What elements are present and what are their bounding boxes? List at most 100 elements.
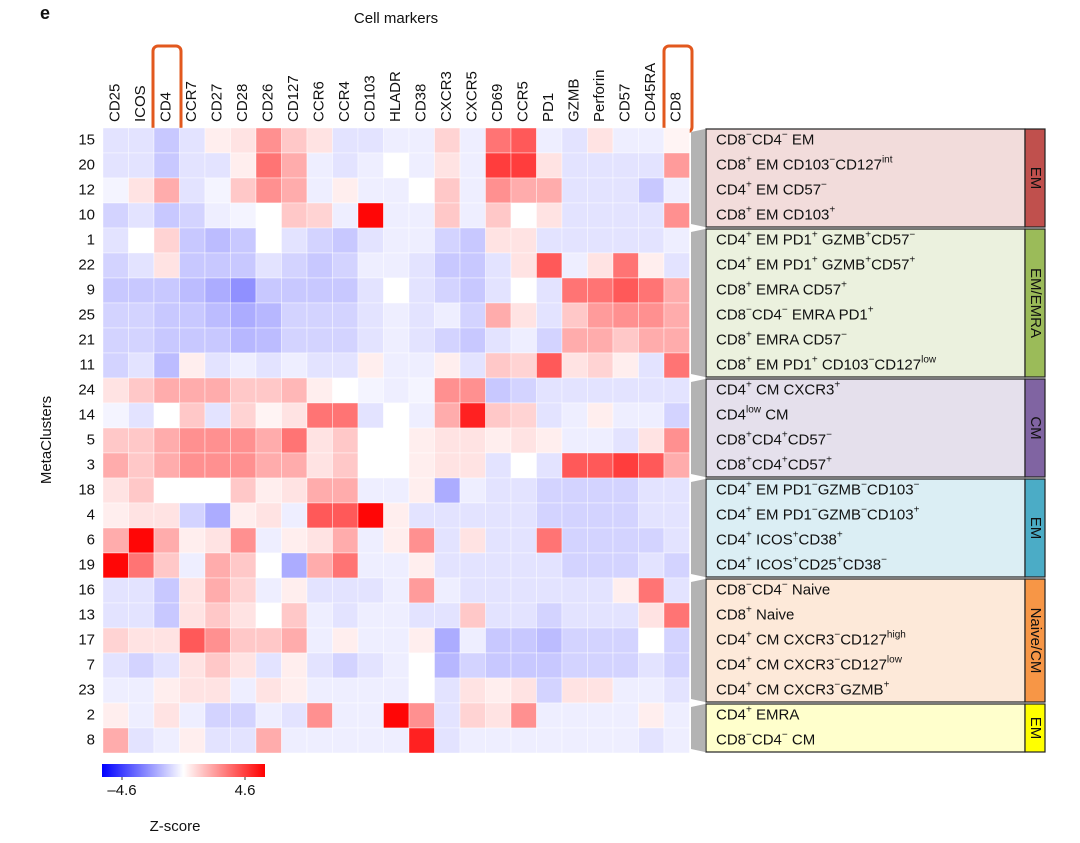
heatmap-cell [102, 552, 129, 579]
superscript: − [914, 479, 920, 490]
heatmap-cell [255, 702, 282, 729]
superscript: − [861, 479, 867, 490]
heatmap-cell [663, 552, 690, 579]
heatmap-cell [281, 577, 308, 604]
label-text: CD4 [716, 256, 746, 273]
heatmap-cell [332, 227, 359, 254]
heatmap-cell [128, 477, 155, 504]
heatmap-cell [485, 302, 512, 329]
heatmap-cell [561, 427, 588, 454]
heatmap-cell [561, 127, 588, 154]
superscript: + [865, 229, 871, 240]
heatmap-cell [612, 427, 639, 454]
heatmap-cell [561, 677, 588, 704]
heatmap-cell [510, 227, 537, 254]
label-text: CD4 [716, 506, 746, 523]
superscript: + [746, 279, 752, 290]
heatmap-cell [383, 277, 410, 304]
heatmap-cell [434, 727, 461, 754]
heatmap-cell [179, 552, 206, 579]
heatmap-cell [153, 727, 180, 754]
heatmap-cell [536, 677, 563, 704]
superscript: + [746, 179, 752, 190]
heatmap-cell [587, 677, 614, 704]
heatmap-cell [255, 327, 282, 354]
heatmap-cell [230, 502, 257, 529]
heatmap-cell [332, 602, 359, 629]
colorbar-tick-label: 4.6 [235, 782, 256, 799]
superscript: − [834, 679, 840, 690]
label-text: CD4 [716, 631, 746, 648]
heatmap-cell [434, 652, 461, 679]
label-text: CD8 [716, 331, 746, 348]
heatmap-cell [485, 477, 512, 504]
heatmap-cell [663, 177, 690, 204]
heatmap-cell [459, 602, 486, 629]
heatmap-cell [459, 652, 486, 679]
heatmap-cell [128, 177, 155, 204]
heatmap-cell [459, 452, 486, 479]
heatmap-cell [332, 452, 359, 479]
heatmap-cell [536, 327, 563, 354]
heatmap-cell [587, 302, 614, 329]
heatmap-cell [561, 577, 588, 604]
column-label: Perforin [591, 69, 608, 122]
row-label: 21 [78, 331, 95, 348]
group-connector [691, 229, 705, 377]
heatmap-cell [255, 302, 282, 329]
heatmap-cell [153, 552, 180, 579]
label-text: ICOS [752, 531, 793, 548]
heatmap-cell [408, 277, 435, 304]
heatmap-cell [230, 202, 257, 229]
cluster-label: CD4+​ CM CXCR3−​GZMB+​ [716, 679, 890, 698]
heatmap-cell [663, 302, 690, 329]
heatmap-cell [485, 652, 512, 679]
heatmap-cell [536, 652, 563, 679]
row-label: 5 [87, 431, 95, 448]
heatmap-cell [408, 427, 435, 454]
heatmap-cell [306, 152, 333, 179]
label-text: EMRA CD57 [752, 331, 841, 348]
heatmap-cell [332, 627, 359, 654]
heatmap-cell [102, 177, 129, 204]
heatmap-cell [561, 352, 588, 379]
heatmap-cell [408, 177, 435, 204]
superscript: − [746, 129, 752, 140]
heatmap-cell [510, 202, 537, 229]
heatmap-cell [255, 202, 282, 229]
heatmap-cell [383, 427, 410, 454]
heatmap-cell [306, 602, 333, 629]
superscript: + [746, 429, 752, 440]
heatmap-cell [179, 627, 206, 654]
heatmap-cell [663, 152, 690, 179]
panel-label: e [40, 3, 50, 23]
heatmap-cell [357, 252, 384, 279]
superscript: + [837, 554, 843, 565]
heatmap-cell [612, 152, 639, 179]
heatmap-cell [102, 402, 129, 429]
heatmap-cell [179, 352, 206, 379]
cluster-label: CD4+​ EM PD1−​GZMB−​CD103−​ [716, 479, 920, 498]
superscript: low [921, 354, 937, 365]
heatmap-cell [204, 602, 231, 629]
heatmap-cell [485, 502, 512, 529]
heatmap-cell [332, 652, 359, 679]
superscript: + [746, 254, 752, 265]
heatmap-cell [663, 702, 690, 729]
label-text: CD4 [752, 306, 782, 323]
heatmap-cell [383, 227, 410, 254]
cluster-label: CD4+​ ICOS+​CD38+​ [716, 529, 843, 548]
label-text: Naive [788, 581, 831, 598]
heatmap-cell [459, 502, 486, 529]
group-box [705, 228, 1026, 378]
heatmap-cell [561, 477, 588, 504]
label-text: EM PD1 [752, 506, 812, 523]
heatmap-cell [561, 152, 588, 179]
heatmap-cell [510, 652, 537, 679]
group-bar [1024, 228, 1046, 378]
group-connector [691, 704, 705, 752]
heatmap-cell [204, 677, 231, 704]
heatmap-cell [510, 477, 537, 504]
group-bar [1024, 703, 1046, 753]
heatmap-cell [128, 702, 155, 729]
